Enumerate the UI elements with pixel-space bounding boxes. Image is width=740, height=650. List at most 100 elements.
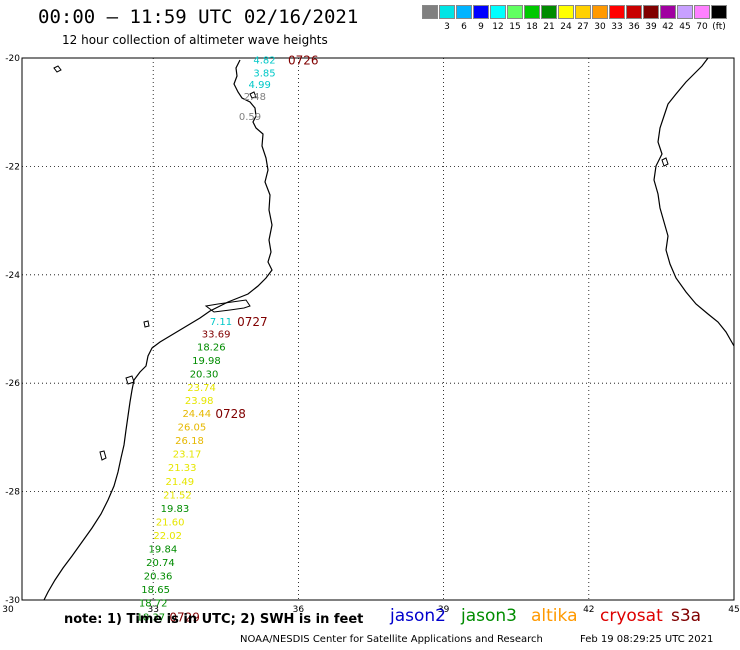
wave-height-value: 24.44	[182, 409, 211, 420]
wave-height-value: 21.33	[168, 463, 197, 474]
wave-height-value: 20.74	[146, 558, 175, 569]
colorbar-swatch	[626, 5, 642, 19]
madagascar-coastline	[653, 57, 735, 347]
wave-height-value: 20.30	[190, 369, 219, 380]
islet-d	[99, 450, 107, 461]
lon-tick-label: 33	[147, 605, 158, 615]
colorbar-label: 15	[509, 22, 521, 32]
wave-height-value: 7.11	[210, 317, 232, 328]
coastline-madagascar	[653, 57, 735, 347]
colorbar-label: 45	[679, 22, 691, 32]
wave-height-value: 21.52	[163, 490, 192, 501]
lat-tick-label: -20	[5, 54, 20, 64]
legend-altika: altika	[531, 606, 578, 626]
colorbar-swatch	[524, 5, 540, 19]
credit-text: NOAA/NESDIS Center for Satellite Applica…	[240, 634, 543, 645]
map-frame	[21, 57, 735, 601]
lon-tick-label: 36	[293, 605, 305, 615]
colorbar-swatch	[609, 5, 625, 19]
colorbar-label: 33	[611, 22, 623, 32]
wave-height-value: 26.18	[175, 436, 204, 447]
wave-height-value: 20.36	[144, 572, 173, 583]
pass-time-label: 0726	[288, 54, 319, 68]
wave-height-value: 19.83	[161, 504, 190, 515]
colorbar-label: 42	[662, 22, 674, 32]
wave-height-value: 18.26	[197, 342, 226, 353]
colorbar-label: (ft)	[712, 22, 726, 32]
colorbar-label: 12	[492, 22, 504, 32]
lon-tick-label: 39	[438, 605, 450, 615]
wave-height-value: 18.72	[139, 599, 168, 610]
colorbar-label: 21	[543, 22, 555, 32]
colorbar-label: 39	[645, 22, 657, 32]
lat-tick-label: -30	[5, 596, 20, 606]
wave-height-value: 23.74	[187, 383, 216, 394]
colorbar-swatch	[558, 5, 574, 19]
colorbar-swatch	[643, 5, 659, 19]
wave-height-value: 19.84	[149, 545, 178, 556]
colorbar-swatch	[422, 5, 438, 19]
generated-timestamp: Feb 19 08:29:25 UTC 2021	[580, 634, 714, 645]
mozambique-coastline	[43, 59, 273, 601]
colorbar-label: 70	[696, 22, 708, 32]
lon-tick-label: 42	[583, 605, 594, 615]
colorbar-swatch	[473, 5, 489, 19]
colorbar-swatch	[660, 5, 676, 19]
inhaca-island	[204, 299, 251, 313]
bazaruto-islet	[249, 91, 257, 99]
colorbar-swatch	[694, 5, 710, 19]
colorbar-label: 30	[594, 22, 606, 32]
colorbar-swatch	[592, 5, 608, 19]
colorbar-swatch	[456, 5, 472, 19]
colorbar-swatch	[507, 5, 523, 19]
colorbar-label: 24	[560, 22, 572, 32]
map-title: 00:00 – 11:59 UTC 02/16/2021	[38, 6, 359, 28]
islet-a	[53, 65, 62, 73]
wave-height-value: 4.82	[253, 56, 275, 67]
wave-height-value: 21.60	[156, 517, 185, 528]
colorbar-label: 27	[577, 22, 589, 32]
pass-time-label: 0728	[215, 407, 246, 421]
lat-tick-label: -22	[5, 162, 20, 172]
legend-s3a: s3a	[671, 606, 702, 626]
wave-height-value: 4.99	[249, 80, 271, 91]
wave-height-value: 21.49	[165, 477, 194, 488]
legend-cryosat: cryosat	[600, 606, 663, 626]
colorbar-swatch	[439, 5, 455, 19]
colorbar-swatch	[677, 5, 693, 19]
map-tick-labels: 30 33 36 39 42 45 -20 -22 -24 -26 -28 -30	[2, 54, 739, 615]
lat-tick-label: -24	[5, 271, 20, 281]
lon-tick-label: 30	[2, 605, 14, 615]
wave-height-value: 18.65	[141, 585, 170, 596]
pass-time-label: 0727	[237, 315, 268, 329]
colorbar-swatch	[711, 5, 727, 19]
colorbar-swatch	[575, 5, 591, 19]
map-subtitle: 12 hour collection of altimeter wave hei…	[62, 33, 328, 47]
wave-height-value: 18.37	[136, 612, 165, 623]
islet-b	[143, 320, 150, 328]
legend-jason2: jason2	[390, 606, 446, 626]
pass-time-labels: 0726 0727 0728 0729	[169, 54, 318, 625]
colorbar-label: 36	[628, 22, 640, 32]
wave-height-value: 23.98	[185, 396, 214, 407]
wave-height-value: 33.69	[202, 329, 231, 340]
lon-tick-label: 45	[728, 605, 739, 615]
colorbar-label: 18	[526, 22, 538, 32]
madagascar-islet	[661, 157, 669, 167]
lat-tick-label: -28	[5, 488, 20, 498]
colorbar-label: 3	[444, 22, 450, 32]
colorbar-swatch	[541, 5, 557, 19]
wave-height-value: 0.59	[239, 112, 261, 123]
lat-tick-label: -26	[5, 379, 20, 389]
legend-jason3: jason3	[461, 606, 517, 626]
wave-height-value: 22.02	[153, 531, 182, 542]
wave-height-value: 23.17	[173, 450, 202, 461]
map-grid	[22, 58, 734, 600]
coastline-africa	[43, 59, 273, 601]
colorbar-label: 6	[461, 22, 467, 32]
wave-height-value: 26.05	[178, 423, 207, 434]
wave-height-value: 2.48	[244, 92, 266, 103]
colorbar-label: 9	[478, 22, 484, 32]
